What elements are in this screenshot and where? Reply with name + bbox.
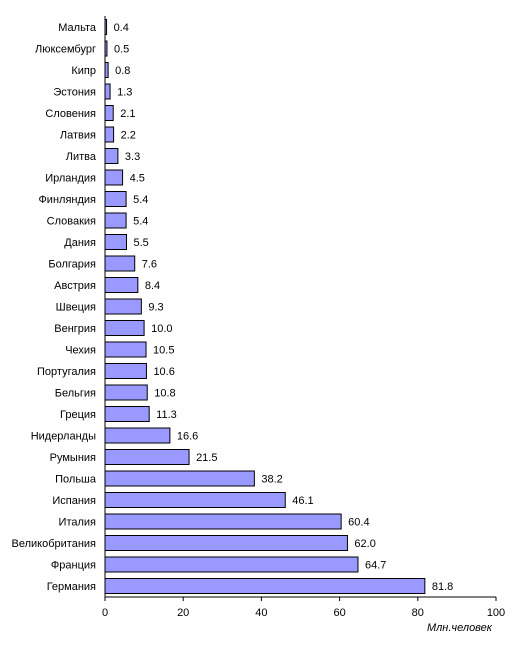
bar — [104, 148, 119, 164]
value-label: 7.6 — [142, 259, 157, 271]
value-label: 5.4 — [133, 194, 148, 206]
bar — [104, 212, 127, 229]
x-tick-label: 20 — [177, 607, 189, 619]
value-label: 81.8 — [432, 581, 453, 593]
value-label: 5.4 — [133, 216, 148, 228]
value-label: 21.5 — [196, 452, 217, 464]
value-label: 10.6 — [153, 366, 174, 378]
category-label: Польша — [55, 474, 97, 486]
value-label: 16.6 — [177, 431, 198, 443]
category-label: Эстония — [53, 87, 96, 99]
category-label: Словакия — [47, 216, 96, 228]
category-label: Литва — [66, 151, 97, 163]
bar — [104, 298, 142, 315]
bar — [104, 384, 148, 401]
category-label: Словения — [45, 108, 96, 120]
category-label: Финляндия — [38, 194, 96, 206]
category-label: Болгария — [48, 259, 96, 271]
bar — [104, 191, 127, 207]
bar — [104, 556, 359, 573]
category-label: Бельгия — [55, 388, 96, 400]
category-label: Португалия — [37, 366, 96, 378]
bar — [104, 427, 171, 444]
category-label: Мальта — [58, 22, 97, 34]
value-label: 10.5 — [153, 345, 174, 357]
value-label: 38.2 — [261, 474, 282, 486]
bar — [104, 234, 128, 250]
x-tick-label: 0 — [102, 607, 108, 619]
bar — [104, 341, 147, 358]
value-label: 5.5 — [134, 237, 149, 249]
bar — [104, 470, 255, 487]
bars-group — [104, 19, 426, 594]
value-label: 0.4 — [114, 22, 129, 34]
category-label: Великобритания — [12, 538, 97, 550]
value-label: 2.1 — [120, 108, 135, 120]
category-label: Испания — [52, 495, 96, 507]
value-label: 8.4 — [145, 280, 160, 292]
value-label: 11.3 — [156, 409, 177, 421]
value-label: 62.0 — [354, 538, 375, 550]
value-label: 64.7 — [365, 560, 386, 572]
x-axis-unit-label: Млн.человек — [427, 622, 493, 634]
category-label: Кипр — [71, 65, 96, 77]
x-tick-label: 40 — [255, 607, 267, 619]
bar — [104, 513, 342, 530]
bar — [104, 105, 114, 121]
x-tick-label: 80 — [412, 607, 424, 619]
category-label: Германия — [47, 581, 96, 593]
bar — [104, 277, 139, 293]
category-label: Дания — [64, 237, 96, 249]
category-label: Люксембург — [35, 44, 96, 56]
category-label: Швеция — [56, 302, 96, 314]
category-label: Греция — [60, 409, 96, 421]
category-label: Австрия — [54, 280, 96, 292]
category-label: Франция — [51, 560, 96, 572]
x-ticks-group: 0 20 40 60 80 100 — [102, 597, 505, 619]
value-label: 4.5 — [130, 173, 145, 185]
labels-group: Мальта 0.4 Люксембург 0.5 Кипр 0.8 Эстония 1.3 С… — [12, 22, 454, 593]
bar — [104, 83, 111, 100]
value-label: 10.8 — [154, 388, 175, 400]
bar — [104, 578, 426, 594]
value-label: 0.8 — [115, 65, 130, 77]
category-label: Чехия — [65, 345, 96, 357]
category-label: Румыния — [50, 452, 96, 464]
value-label: 60.4 — [348, 517, 369, 529]
category-label: Нидерланды — [31, 431, 96, 443]
value-label: 1.3 — [117, 87, 132, 99]
bar — [104, 169, 124, 186]
value-label: 2.2 — [121, 130, 136, 142]
value-label: 3.3 — [125, 151, 140, 163]
category-label: Ирландия — [45, 173, 96, 185]
x-tick-label: 100 — [487, 607, 505, 619]
bar — [104, 320, 145, 336]
bar — [104, 449, 190, 465]
value-label: 0.5 — [114, 44, 129, 56]
value-label: 9.3 — [148, 302, 163, 314]
category-label: Латвия — [60, 130, 96, 142]
category-label: Венгрия — [54, 323, 96, 335]
x-tick-label: 60 — [333, 607, 345, 619]
bar — [104, 363, 147, 379]
bar — [104, 535, 348, 551]
bar — [104, 255, 136, 272]
bar — [104, 406, 150, 422]
value-label: 10.0 — [151, 323, 172, 335]
bar — [104, 492, 286, 508]
category-label: Италия — [59, 517, 97, 529]
value-label: 46.1 — [292, 495, 313, 507]
bar — [104, 126, 115, 143]
